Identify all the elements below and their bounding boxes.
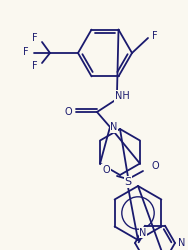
Text: N: N xyxy=(178,238,186,248)
Text: NH: NH xyxy=(115,91,129,101)
Text: F: F xyxy=(152,31,158,41)
Text: F: F xyxy=(23,47,29,57)
Text: F: F xyxy=(32,33,38,43)
Text: O: O xyxy=(102,165,110,175)
Text: F: F xyxy=(32,61,38,71)
Text: S: S xyxy=(124,177,132,187)
Text: N: N xyxy=(139,228,147,238)
Text: N: N xyxy=(110,122,118,132)
Text: O: O xyxy=(151,161,159,171)
Text: O: O xyxy=(64,107,72,117)
